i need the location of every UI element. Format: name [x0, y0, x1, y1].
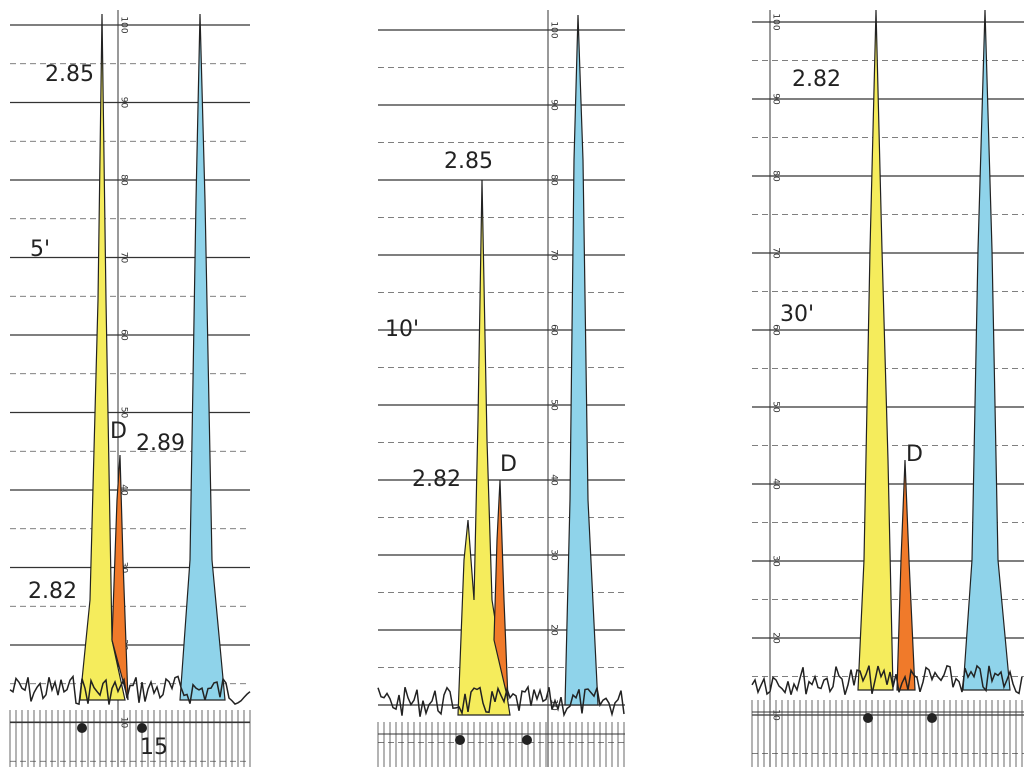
marker-dot: [137, 723, 147, 733]
axis-tick-label: 100: [549, 21, 559, 38]
axis-tick-label: 20: [771, 632, 781, 644]
peak-label: 2.82: [28, 579, 77, 604]
time-label: 30': [780, 302, 814, 327]
axis-tick-label: 80: [119, 174, 129, 186]
peak-label: 15: [140, 735, 168, 760]
peak-label: D: [500, 452, 517, 477]
axis-tick-label: 30: [771, 555, 781, 567]
axis-tick-label: 40: [119, 484, 129, 496]
axis-tick-label: 100: [771, 13, 781, 30]
marker-dot: [455, 735, 465, 745]
baseline-noise: [9, 674, 251, 706]
peak-blue: [962, 9, 1011, 691]
axis-tick-label: 50: [549, 399, 559, 411]
peak-label: 2.89: [136, 431, 185, 456]
marker-dot: [863, 713, 873, 723]
axis-tick-label: 30: [549, 549, 559, 561]
axis-tick-label: 90: [771, 93, 781, 105]
axis-tick-label: 90: [549, 99, 559, 111]
baseline-noise: [751, 664, 1023, 696]
peak-orange: [493, 479, 509, 701]
baseline-noise: [377, 684, 625, 718]
axis-tick-label: 50: [119, 407, 129, 419]
peak-label: 2.85: [444, 149, 493, 174]
axis-tick-label: 60: [549, 324, 559, 336]
axis-tick-label: 70: [771, 247, 781, 259]
peak-label: 2.82: [792, 67, 841, 92]
axis-tick-label: 60: [771, 324, 781, 336]
axis-tick-label: 10: [771, 709, 781, 721]
axis-tick-label: 40: [549, 474, 559, 486]
peak-label: 2.85: [45, 62, 94, 87]
axis-tick-label: 50: [771, 401, 781, 413]
panel: 10 20 30 40 50 60 70 80 90 100 30' 2.82 D: [751, 9, 1024, 767]
axis-tick-label: 20: [549, 624, 559, 636]
time-label: 10': [385, 317, 419, 342]
peak-label: D: [906, 442, 923, 467]
axis-tick-label: 70: [119, 252, 129, 264]
axis-tick-label: 80: [771, 170, 781, 182]
peak-blue: [564, 14, 599, 706]
time-label: 5': [30, 237, 50, 262]
peak-yellow: [79, 13, 126, 701]
marker-dot: [927, 713, 937, 723]
peak-label: 2.82: [412, 467, 461, 492]
axis-tick-label: 80: [549, 174, 559, 186]
axis-tick-label: 60: [119, 329, 129, 341]
peak-blue: [179, 13, 226, 701]
axis-tick-label: 70: [549, 249, 559, 261]
axis-tick-label: 10: [119, 717, 129, 729]
axis-tick-label: 90: [119, 97, 129, 109]
peak-yellow: [857, 9, 894, 691]
axis-tick-label: 40: [771, 478, 781, 490]
marker-dot: [77, 723, 87, 733]
marker-dot: [522, 735, 532, 745]
peak-label: D: [110, 419, 127, 444]
peak-orange: [896, 459, 916, 691]
axis-tick-label: 100: [119, 16, 129, 33]
